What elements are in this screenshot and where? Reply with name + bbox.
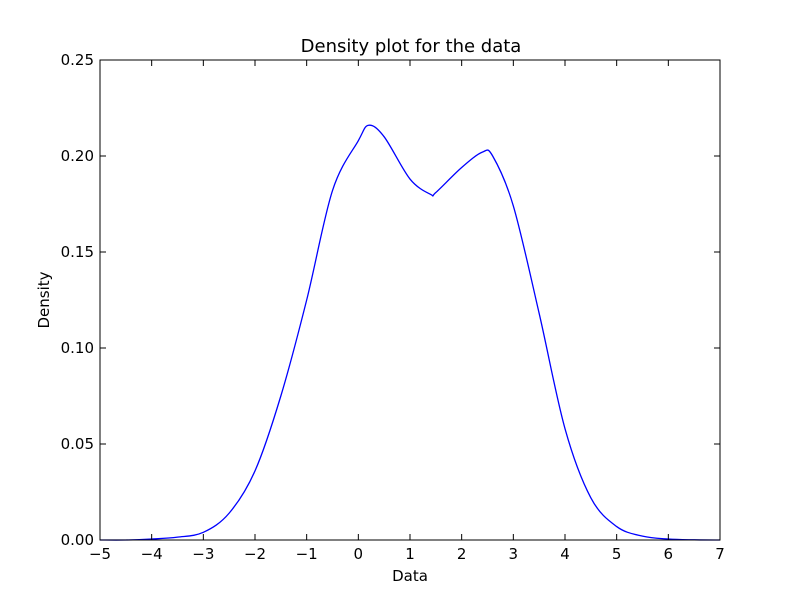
x-tick-label: 2: [457, 545, 467, 563]
chart-title: Density plot for the data: [301, 36, 522, 57]
x-tick-label: 1: [405, 545, 415, 563]
x-tick-label: 4: [560, 545, 570, 563]
x-tick-label: −1: [296, 545, 318, 563]
x-tick-label: −5: [89, 545, 111, 563]
x-tick-label: −2: [244, 545, 266, 563]
density-line-0: [99, 124, 721, 541]
x-tick-label: −3: [192, 545, 214, 563]
y-tick-label: 0.20: [61, 147, 94, 165]
x-tick-label: 3: [509, 545, 519, 563]
x-tick-label: −4: [141, 545, 163, 563]
y-tick-label: 0.15: [61, 243, 94, 261]
y-axis-label: Density: [35, 271, 53, 328]
x-tick-label: 6: [664, 545, 674, 563]
x-axis-label: Data: [392, 567, 428, 585]
plot-frame: [99, 59, 721, 541]
x-tick-label: 0: [354, 545, 364, 563]
y-tick-label: 0.25: [61, 51, 94, 69]
x-tick-label: 5: [612, 545, 622, 563]
y-tick-label: 0.10: [61, 339, 94, 357]
y-tick-label: 0.00: [61, 531, 94, 549]
x-tick-label: 7: [715, 545, 725, 563]
y-tick-label: 0.05: [61, 435, 94, 453]
